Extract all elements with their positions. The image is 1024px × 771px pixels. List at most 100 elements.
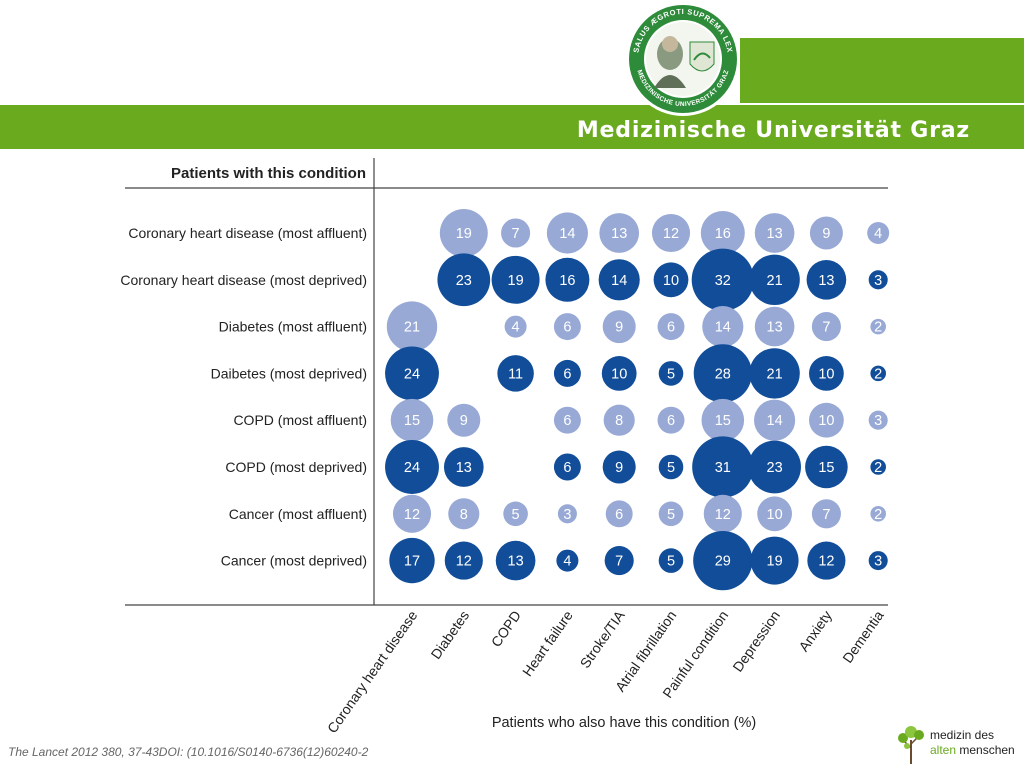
bubble-circle <box>870 365 886 382</box>
bubble-value: 15 <box>818 460 834 476</box>
bubble-value: 4 <box>874 226 882 242</box>
bubble-value: 8 <box>460 507 468 523</box>
bubble-circle <box>658 548 684 573</box>
bubble-circle <box>497 355 534 392</box>
bubble-affluent-r0-c4: 13 <box>599 213 640 253</box>
bubble-value: 3 <box>874 413 882 429</box>
tree-icon <box>898 726 924 764</box>
row-labels: Coronary heart disease (most affluent) Co… <box>120 225 367 569</box>
university-seal-logo: SALUS ÆGROTI SUPREMA LEX MEDIZINISCHE UN… <box>626 2 740 116</box>
bubble-deprived-r3-c4: 10 <box>601 356 637 391</box>
bubble-circle <box>693 344 752 403</box>
bubble-circle <box>693 530 753 591</box>
bubble-affluent-r0-c8: 9 <box>809 216 843 250</box>
bubble-value: 5 <box>667 507 675 523</box>
bubble-deprived-r3-c3: 6 <box>553 359 581 387</box>
bubble-affluent-r4-c0: 15 <box>390 398 434 442</box>
bubble-circle <box>553 406 581 434</box>
bubble-circle <box>700 211 745 255</box>
bubble-circle <box>598 259 640 301</box>
row-label-daibetes-most-deprived: Daibetes (most deprived) <box>211 365 367 381</box>
bubble-value: 23 <box>767 460 783 476</box>
bubble-value: 29 <box>715 554 731 570</box>
bubble-circle <box>557 504 577 524</box>
bubble-affluent-r6-c4: 6 <box>605 500 633 528</box>
bubble-deprived-r5-c0: 24 <box>385 440 439 494</box>
bubble-deprived-r5-c3: 6 <box>553 453 581 481</box>
university-name: Medizinische Universität Graz <box>576 118 970 143</box>
bubble-affluent-r6-c9: 2 <box>870 506 886 523</box>
bubble-affluent-r2-c8: 7 <box>811 312 841 342</box>
bubble-deprived-r5-c9: 2 <box>870 459 886 476</box>
bubble-deprived-r7-c2: 13 <box>495 540 536 581</box>
column-label-stroke-tia: Stroke/TIA <box>577 607 628 671</box>
row-label-coronary-heart-disease-most-affluent: Coronary heart disease (most affluent) <box>128 225 367 241</box>
bubble-circle <box>553 359 581 387</box>
bubble-circle <box>447 403 481 437</box>
row-label-copd-most-affluent: COPD (most affluent) <box>233 412 367 428</box>
bubble-value: 2 <box>874 320 882 336</box>
bubble-circle <box>870 318 886 335</box>
bubble-value: 16 <box>559 273 575 289</box>
bubble-circle <box>754 306 795 347</box>
bubble-value: 11 <box>508 366 523 382</box>
bubble-value: 7 <box>512 226 520 242</box>
bubble-value: 10 <box>611 366 627 382</box>
bubble-circle <box>553 313 581 341</box>
bubble-affluent-r4-c8: 10 <box>809 402 844 438</box>
bubble-circle <box>651 213 691 253</box>
bubble-deprived-r7-c1: 12 <box>444 541 483 580</box>
bubble-value: 7 <box>822 320 830 336</box>
brand-line-2: alten menschen <box>930 743 1015 758</box>
bubble-circle <box>392 494 432 533</box>
bubble-affluent-r0-c7: 13 <box>754 213 795 253</box>
bubble-deprived-r1-c9: 3 <box>868 270 888 290</box>
bubble-deprived-r3-c9: 2 <box>870 365 886 382</box>
bubble-value: 16 <box>715 226 731 242</box>
bubble-value: 19 <box>767 554 783 570</box>
bubble-circle <box>749 254 800 306</box>
bubble-circle <box>809 216 843 250</box>
bubble-deprived-r7-c6: 29 <box>693 530 753 591</box>
bubble-circle <box>605 500 633 528</box>
bubble-circle <box>385 440 439 494</box>
bubble-value: 5 <box>667 366 675 382</box>
bubble-value: 13 <box>767 226 783 242</box>
column-label-dementia: Dementia <box>839 607 887 665</box>
bubble-value: 21 <box>404 320 420 336</box>
bubble-circle <box>599 213 640 253</box>
bubble-value: 6 <box>563 320 571 336</box>
bubble-value: 5 <box>512 507 520 523</box>
column-label-diabetes: Diabetes <box>427 608 472 662</box>
green-banner-top <box>740 38 1024 104</box>
brand-line-1: medizin des <box>930 728 995 742</box>
bubble-affluent-r6-c0: 12 <box>392 494 432 533</box>
bubble-deprived-r5-c1: 13 <box>443 447 484 487</box>
coat-of-arms-icon <box>689 41 715 72</box>
bubble-circle <box>691 248 754 311</box>
bubble-affluent-r6-c1: 8 <box>448 498 480 530</box>
bubble-circle <box>385 346 439 401</box>
bubble-circle <box>444 541 483 580</box>
bubble-deprived-r1-c7: 21 <box>749 254 800 306</box>
bubble-affluent-r6-c3: 3 <box>557 504 577 524</box>
row-label-coronary-heart-disease-most-deprived: Coronary heart disease (most deprived) <box>120 272 367 288</box>
bubble-deprived-r7-c8: 12 <box>807 541 846 580</box>
bubble-circle <box>807 541 846 580</box>
bubble-deprived-r3-c5: 5 <box>658 361 684 386</box>
bubble-deprived-r7-c0: 17 <box>389 537 435 584</box>
bubble-circle <box>806 259 847 300</box>
bubble-circle <box>653 262 689 298</box>
bubble-deprived-r3-c8: 10 <box>809 356 844 391</box>
bubble-circle <box>809 402 844 438</box>
bubble-circle <box>602 310 636 344</box>
bubble-value: 14 <box>767 413 783 429</box>
bubble-circle <box>443 447 484 487</box>
bubble-value: 12 <box>404 507 420 523</box>
bubble-circle <box>448 498 480 530</box>
bubble-value: 24 <box>404 366 420 382</box>
bubble-value: 9 <box>615 320 623 336</box>
bubble-affluent-r6-c6: 12 <box>703 494 742 533</box>
bubble-value: 7 <box>615 554 623 570</box>
bubble-deprived-r7-c7: 19 <box>750 536 799 585</box>
